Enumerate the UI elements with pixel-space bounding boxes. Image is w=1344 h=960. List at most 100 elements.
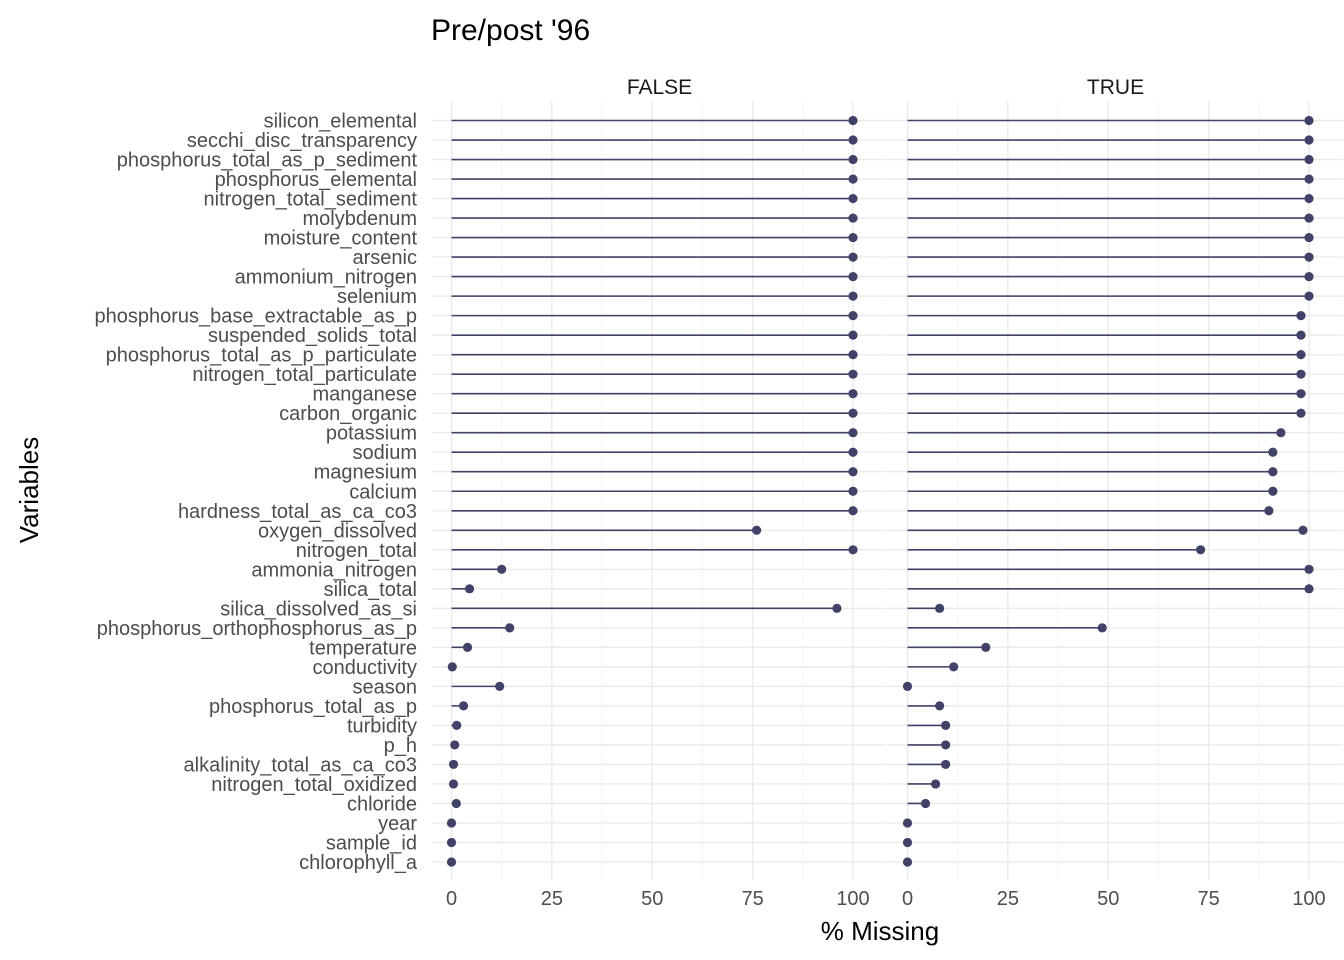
lollipop-false-turbidity xyxy=(451,720,462,731)
lollipop-false-secchi_disc_transparency xyxy=(451,135,858,145)
lollipop-point xyxy=(1268,486,1278,496)
lollipop-true-oxygen_dissolved xyxy=(907,525,1308,535)
lollipop-true-ammonia_nitrogen xyxy=(907,564,1314,574)
y-tick-label: phosphorus_total_as_p xyxy=(209,696,417,718)
lollipop-point xyxy=(1298,525,1308,535)
x-tick-label: 75 xyxy=(1198,888,1220,910)
y-tick-label: phosphorus_total_as_p_sediment xyxy=(117,150,418,172)
y-tick-label: alkalinity_total_as_ca_co3 xyxy=(184,754,418,776)
lollipop-point xyxy=(462,642,473,652)
lollipop-point xyxy=(848,272,858,282)
lollipop-point xyxy=(464,584,475,594)
lollipop-point xyxy=(935,603,945,613)
lollipop-true-phosphorus_total_as_p xyxy=(907,701,945,711)
lollipop-false-ammonia_nitrogen xyxy=(451,564,507,574)
lollipop-true-hardness_total_as_ca_co3 xyxy=(907,506,1274,516)
lollipop-point xyxy=(848,135,858,145)
lollipop-point xyxy=(1296,350,1306,360)
y-tick-label: ammonia_nitrogen xyxy=(251,559,417,581)
lollipop-true-chlorophyll_a xyxy=(902,857,913,867)
y-tick-label: potassium xyxy=(326,423,417,445)
lollipop-true-silica_dissolved_as_si xyxy=(907,603,945,613)
lollipop-false-alkalinity_total_as_ca_co3 xyxy=(448,759,459,770)
lollipop-false-calcium xyxy=(451,486,858,496)
lollipop-point xyxy=(1304,252,1314,262)
lollipop-point xyxy=(848,154,858,165)
lollipop-true-temperature xyxy=(907,642,991,652)
lollipop-point xyxy=(1304,213,1314,223)
lollipop-false-conductivity xyxy=(447,662,457,672)
lollipop-point xyxy=(848,350,858,360)
lollipop-false-ammonium_nitrogen xyxy=(451,272,858,282)
y-tick-label: phosphorus_elemental xyxy=(215,169,417,191)
lollipop-true-nitrogen_total_sediment xyxy=(907,193,1314,204)
lollipop-point xyxy=(848,447,858,457)
lollipop-true-moisture_content xyxy=(907,232,1314,243)
lollipop-true-secchi_disc_transparency xyxy=(907,135,1314,145)
lollipop-point xyxy=(848,311,858,321)
lollipop-point xyxy=(1097,623,1107,633)
y-tick-label: magnesium xyxy=(314,462,417,484)
x-tick-label: 25 xyxy=(997,888,1019,910)
y-tick-label: chlorophyll_a xyxy=(299,852,418,874)
lollipop-point xyxy=(495,681,505,691)
lollipop-true-nitrogen_total_particulate xyxy=(907,369,1306,379)
lollipop-point xyxy=(848,252,858,262)
x-tick-label: 50 xyxy=(641,888,663,910)
lollipop-point xyxy=(931,779,941,789)
lollipop-true-suspended_solids_total xyxy=(907,330,1306,340)
y-tick-label: nitrogen_total_oxidized xyxy=(211,774,417,796)
panel-false: FALSE 0 25 50 75 100 xyxy=(432,76,887,910)
y-tick-label: sodium xyxy=(353,442,417,464)
lollipop-point xyxy=(848,213,858,223)
lollipop-point xyxy=(452,720,462,731)
lollipop-point xyxy=(1304,174,1314,184)
lollipop-false-sodium xyxy=(451,447,858,457)
lollipop-point xyxy=(949,662,959,672)
lollipop-point xyxy=(848,291,858,301)
lollipop-point xyxy=(848,428,858,438)
lollipop-false-arsenic xyxy=(451,252,858,262)
y-tick-label: suspended_solids_total xyxy=(208,325,417,347)
y-tick-label: temperature xyxy=(309,637,417,659)
lollipop-point xyxy=(935,701,945,711)
lollipop-true-potassium xyxy=(907,428,1286,438)
y-tick-label: secchi_disc_transparency xyxy=(187,130,417,152)
lollipop-point xyxy=(458,701,469,711)
lollipop-point xyxy=(848,174,858,184)
strip-label-true: TRUE xyxy=(1087,76,1144,99)
lollipop-point xyxy=(848,486,858,496)
lollipop-point xyxy=(447,662,457,672)
y-tick-label: hardness_total_as_ca_co3 xyxy=(178,501,417,523)
lollipop-point xyxy=(902,857,913,867)
lollipop-point xyxy=(848,369,858,379)
lollipop-point xyxy=(1304,193,1314,204)
x-tick-label: 0 xyxy=(446,888,457,910)
lollipop-point xyxy=(448,779,459,789)
lollipop-point xyxy=(1296,389,1306,399)
lollipop-point xyxy=(1304,291,1314,301)
lollipop-true-molybdenum xyxy=(907,213,1314,223)
lollipop-false-phosphorus_total_as_p_particulate xyxy=(451,350,858,360)
chart-title: Pre/post '96 xyxy=(431,14,590,47)
y-tick-label: turbidity xyxy=(347,715,417,737)
lollipop-false-chlorophyll_a xyxy=(446,857,457,867)
panels: FALSE 0 25 50 75 100 TRUE 0 25 50 75 100 xyxy=(432,76,1343,910)
lollipop-point xyxy=(1195,545,1206,555)
lollipop-point xyxy=(1296,369,1306,379)
lollipop-point xyxy=(848,467,858,477)
lollipop-false-oxygen_dissolved xyxy=(451,525,762,535)
lollipop-false-phosphorus_total_as_p_sediment xyxy=(451,154,858,165)
lollipop-true-silicon_elemental xyxy=(907,115,1314,126)
lollipop-point xyxy=(848,506,858,516)
lollipop-false-suspended_solids_total xyxy=(451,330,858,340)
y-tick-label: arsenic xyxy=(353,247,417,269)
lollipop-point xyxy=(941,740,951,750)
lollipop-point xyxy=(848,193,858,204)
lollipop-point xyxy=(1296,330,1306,340)
lollipop-false-phosphorus_total_as_p xyxy=(451,701,469,711)
panel-true: TRUE 0 25 50 75 100 xyxy=(888,76,1343,910)
x-tick-label: 75 xyxy=(742,888,764,910)
y-tick-label: season xyxy=(353,676,418,698)
lollipop-point xyxy=(902,818,913,828)
